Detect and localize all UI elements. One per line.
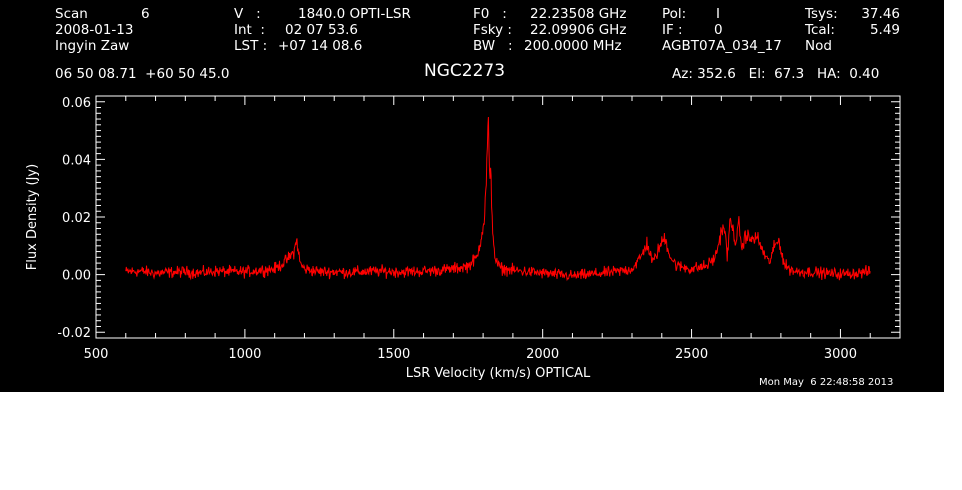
observer-name: Ingyin Zaw bbox=[55, 38, 130, 54]
y-tick-label: 0.00 bbox=[62, 269, 91, 284]
plot-timestamp: Mon May 6 22:48:58 2013 bbox=[759, 377, 894, 388]
f0-value: 22.23508 GHz bbox=[530, 6, 627, 22]
source-coordinates: 06 50 08.71 +60 50 45.0 bbox=[55, 66, 230, 82]
if-label: IF : bbox=[662, 22, 683, 38]
fsky-value: 22.09906 GHz bbox=[530, 22, 627, 38]
x-tick-label: 1000 bbox=[228, 347, 261, 362]
y-tick-label: -0.02 bbox=[57, 326, 91, 341]
tcal-label: Tcal: bbox=[805, 22, 835, 38]
y-tick-label: 0.06 bbox=[62, 96, 91, 111]
bandwidth-label: BW : bbox=[473, 38, 513, 54]
az-el-ha: Az: 352.6 El: 67.3 HA: 0.40 bbox=[672, 66, 880, 82]
scan-label: Scan bbox=[55, 6, 88, 22]
y-axis-label: Flux Density (Jy) bbox=[25, 164, 40, 270]
bandwidth-value: 200.0000 MHz bbox=[524, 38, 622, 54]
integration-value: 02 07 53.6 bbox=[285, 22, 358, 38]
scan-header: Scan 6 2008-01-13 Ingyin Zaw V : 1840.0 … bbox=[0, 0, 944, 90]
x-tick-label: 1500 bbox=[377, 347, 410, 362]
lst-label: LST : bbox=[234, 38, 268, 54]
plot-panel bbox=[0, 0, 944, 392]
x-tick-label: 2000 bbox=[526, 347, 559, 362]
velocity-value: 1840.0 OPTI-LSR bbox=[298, 6, 411, 22]
project-id: AGBT07A_034_17 bbox=[662, 38, 782, 54]
x-tick-label: 3000 bbox=[824, 347, 857, 362]
fsky-label: Fsky : bbox=[473, 22, 512, 38]
x-axis-label: LSR Velocity (km/s) OPTICAL bbox=[406, 366, 591, 381]
tsys-label: Tsys: bbox=[805, 6, 838, 22]
plot-frame bbox=[95, 95, 901, 339]
lst-value: +07 14 08.6 bbox=[278, 38, 363, 54]
tick-labels: 500 1000 1500 2000 2500 3000 -0.02 0.00 0.02 0.04… bbox=[57, 96, 857, 362]
spectrum-line bbox=[125, 116, 871, 282]
velocity-label: V : bbox=[234, 6, 261, 22]
spectrum-chart: 500 1000 1500 2000 2500 3000 -0.02 0.00 0.02 0.04… bbox=[25, 95, 901, 381]
tsys-value: 37.46 bbox=[861, 6, 900, 22]
y-tick-label: 0.04 bbox=[62, 153, 91, 168]
x-tick-label: 2500 bbox=[675, 347, 708, 362]
f0-label: F0 : bbox=[473, 6, 507, 22]
observation-date: 2008-01-13 bbox=[55, 22, 134, 38]
observing-mode: Nod bbox=[805, 38, 832, 54]
polarization-value: I bbox=[716, 6, 720, 22]
tcal-value: 5.49 bbox=[869, 22, 900, 38]
y-tick-label: 0.02 bbox=[62, 211, 91, 226]
axis-ticks bbox=[95, 95, 901, 339]
polarization-label: Pol: bbox=[662, 6, 687, 22]
x-tick-label: 500 bbox=[84, 347, 109, 362]
source-name: NGC2273 bbox=[424, 61, 506, 81]
scan-number: 6 bbox=[141, 6, 150, 22]
if-value: 0 bbox=[714, 22, 723, 38]
integration-label: Int : bbox=[234, 22, 265, 38]
